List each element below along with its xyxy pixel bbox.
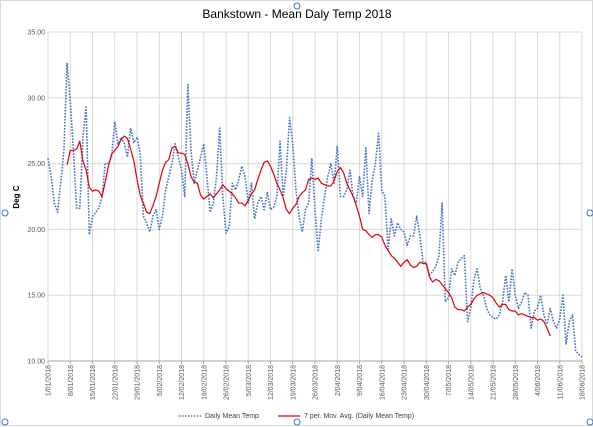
y-tick-label: 15.00 xyxy=(27,293,45,300)
legend-label-daily-mean: Daily Mean Temp xyxy=(205,413,259,420)
x-tick-labels: 1/01/2018 8/01/2018 15/01/2018 22/01/2018 29… xyxy=(46,365,587,400)
x-tick-label: 5/02/2018 xyxy=(157,365,164,396)
x-tick-label: 18/06/2018 xyxy=(580,365,587,400)
y-tick-label: 20.00 xyxy=(27,227,45,234)
series-line-moving-average xyxy=(66,135,551,337)
x-tick-label: 11/06/2018 xyxy=(557,365,564,400)
x-tick-label: 14/05/2018 xyxy=(468,365,475,400)
legend-label-moving-average: 7 per. Mov. Avg. (Daily Mean Temp) xyxy=(304,413,414,420)
x-tick-label: 5/03/2018 xyxy=(246,365,253,396)
series-lines xyxy=(47,62,583,358)
y-tick-label: 30.00 xyxy=(27,95,45,102)
x-tick-label: 7/05/2018 xyxy=(446,365,453,396)
x-tick-label: 16/04/2018 xyxy=(379,365,386,400)
x-tick-label: 28/05/2018 xyxy=(513,365,520,400)
x-tick-label: 12/03/2018 xyxy=(268,365,275,400)
gridlines xyxy=(47,31,583,362)
x-tick-label: 12/02/2018 xyxy=(179,365,186,400)
y-tick-label: 35.00 xyxy=(27,30,45,37)
resize-handle-left[interactable] xyxy=(1,209,9,217)
resize-handle-right[interactable] xyxy=(586,209,593,217)
y-tick-label: 25.00 xyxy=(27,161,45,168)
x-tick-label: 19/02/2018 xyxy=(201,365,208,400)
resize-handle-bottom[interactable] xyxy=(293,418,301,426)
x-tick-label: 19/03/2018 xyxy=(290,365,297,400)
axes xyxy=(47,360,583,364)
x-tick-label: 2/04/2018 xyxy=(335,365,342,396)
y-axis-label: Deg C xyxy=(12,185,21,208)
x-tick-label: 26/03/2018 xyxy=(313,365,320,400)
y-tick-labels: 10.00 15.00 20.00 25.00 30.00 35.00 xyxy=(27,30,45,366)
resize-handle-bottom-right[interactable] xyxy=(586,418,593,426)
x-tick-label: 29/01/2018 xyxy=(135,365,142,400)
x-tick-label: 30/04/2018 xyxy=(424,365,431,400)
x-tick-label: 21/05/2018 xyxy=(491,365,498,400)
x-tick-label: 4/06/2018 xyxy=(535,365,542,396)
x-tick-label: 15/01/2018 xyxy=(90,365,97,400)
chart-title: Bankstown - Mean Daly Temp 2018 xyxy=(202,7,392,21)
x-tick-label: 9/04/2018 xyxy=(357,365,364,396)
resize-handle-bottom-left[interactable] xyxy=(1,418,9,426)
y-tick-label: 10.00 xyxy=(27,359,45,366)
x-tick-label: 26/02/2018 xyxy=(224,365,231,400)
resize-handle-top[interactable] xyxy=(293,2,301,10)
x-tick-label: 8/01/2018 xyxy=(68,365,75,396)
x-tick-label: 23/04/2018 xyxy=(402,365,409,400)
legend: Daily Mean Temp 7 per. Mov. Avg. (Daily … xyxy=(179,413,414,420)
x-tick-label: 22/01/2018 xyxy=(112,365,119,400)
x-tick-label: 1/01/2018 xyxy=(46,365,53,396)
